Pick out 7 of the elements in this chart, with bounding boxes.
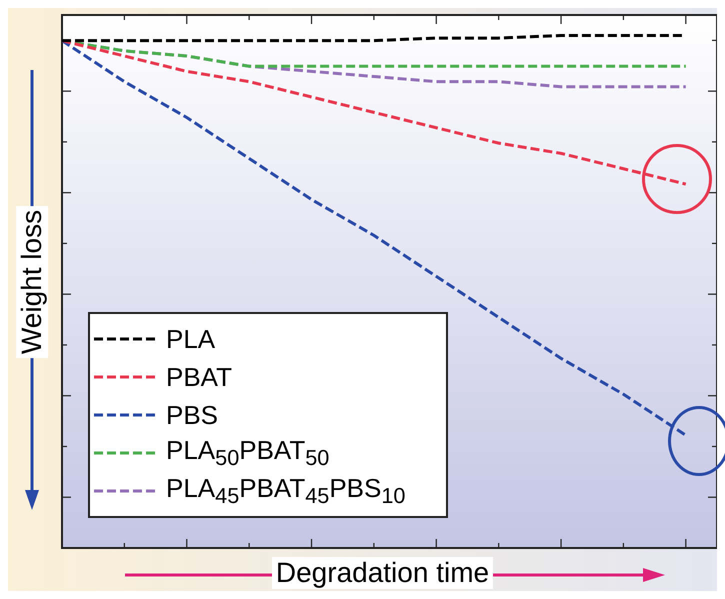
legend-label: PLA$_{45}$PBAT$_{45}$PBS$_{10}$ [166,472,406,510]
x-axis-title: Degradation time [272,557,494,589]
y-axis-title: Weight loss [16,205,48,358]
legend-label: PLA [166,324,216,354]
legend-label: PBS [166,400,218,430]
legend-label: PBAT [166,362,232,392]
legend-label: PLA$_{50}$PBAT$_{50}$ [166,434,330,472]
